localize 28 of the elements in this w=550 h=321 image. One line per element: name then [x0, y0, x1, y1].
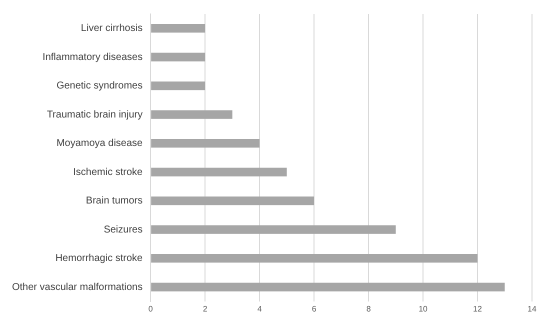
y-tick-label: Seizures	[104, 224, 143, 236]
bar	[151, 196, 314, 206]
y-tick-label: Hemorrhagic stroke	[55, 253, 144, 264]
bar	[151, 282, 505, 292]
y-tick-label: Brain tumors	[86, 196, 143, 207]
bar	[151, 254, 478, 263]
y-tick-label: Inflammatory diseases	[42, 52, 143, 63]
x-tick-label: 14	[528, 304, 537, 314]
y-tick-label: Ischemic stroke	[73, 166, 144, 178]
bar	[151, 24, 206, 33]
bar	[151, 82, 206, 90]
y-tick-label: Moyamoya disease	[56, 138, 144, 150]
y-tick-label: Liver cirrhosis	[80, 23, 143, 34]
x-tick-label: 12	[473, 304, 483, 314]
x-tick-label: 8	[366, 304, 372, 314]
y-tick-label: Genetic syndromes	[56, 80, 143, 92]
bar	[151, 52, 206, 62]
x-tick-label: 6	[312, 304, 317, 314]
bar	[151, 225, 396, 234]
x-tick-label: 10	[418, 304, 428, 314]
bar	[151, 168, 287, 176]
x-tick-label: 0	[148, 304, 154, 314]
y-tick-label: Other vascular malformations	[12, 282, 143, 293]
x-tick-label: 4	[257, 304, 262, 314]
x-tick-label: 2	[202, 304, 208, 314]
bar	[151, 110, 232, 119]
bar	[151, 139, 260, 148]
y-tick-label: Traumatic brain injury	[46, 109, 143, 120]
